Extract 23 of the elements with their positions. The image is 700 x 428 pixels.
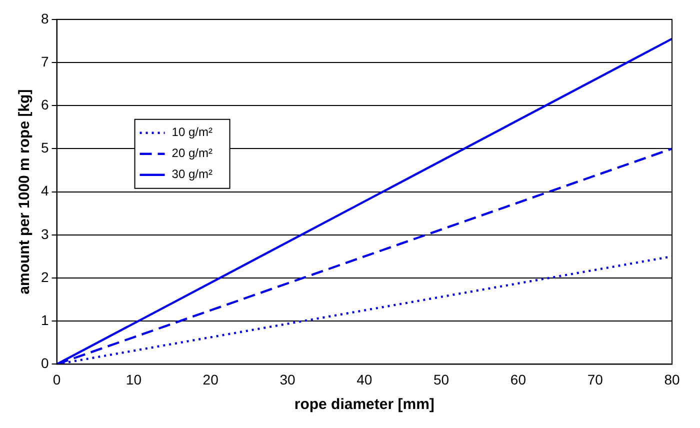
x-tick-label: 30 <box>280 371 296 388</box>
x-tick-label: 50 <box>434 371 450 388</box>
legend-label: 10 g/m² <box>172 125 212 140</box>
y-tick-label: 5 <box>40 140 49 156</box>
y-tick-label: 0 <box>40 355 49 372</box>
x-tick-label: 40 <box>356 371 372 388</box>
y-tick-label: 1 <box>40 312 49 328</box>
y-tick-label: 4 <box>40 182 49 199</box>
y-tick-label: 3 <box>40 226 49 242</box>
x-tick-label: 70 <box>587 371 604 388</box>
x-tick-label: 20 <box>202 371 219 388</box>
y-tick-label: 2 <box>40 268 49 285</box>
legend-label: 20 g/m² <box>172 146 212 160</box>
y-tick-label: 7 <box>40 53 49 70</box>
y-tick-label: 8 <box>40 10 49 26</box>
x-axis-title: rope diameter [mm] <box>294 396 434 414</box>
x-tick-label: 10 <box>126 371 142 388</box>
x-tick-label: 80 <box>664 371 680 388</box>
legend-label: 30 g/m² <box>172 167 212 182</box>
y-tick-label: 6 <box>40 96 49 112</box>
x-tick-label: 60 <box>510 371 526 388</box>
y-axis-title: amount per 1000 m rope [kg] <box>16 89 34 294</box>
x-tick-label: 0 <box>52 371 61 388</box>
